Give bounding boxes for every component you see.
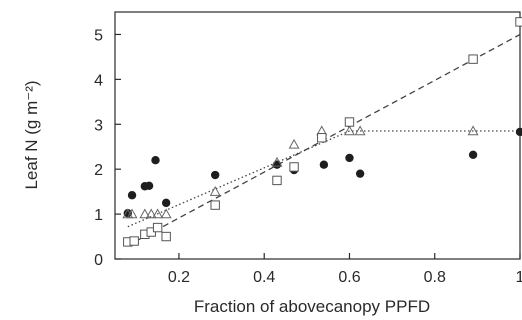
data-points (122, 17, 522, 247)
filled-circle-point (355, 169, 365, 178)
dotted-fit-line (127, 130, 520, 228)
open-triangle-point (209, 186, 221, 196)
y-tick-label: 4 (94, 72, 103, 89)
y-tick-label: 2 (94, 162, 103, 179)
y-tick-label: 0 (94, 252, 103, 269)
filled-circle-point (161, 198, 171, 208)
open-triangle-point (145, 208, 157, 219)
y-axis-title: Leaf N (g m⁻²) (22, 80, 41, 189)
x-axis-title: Fraction of abovecanopy PPFD (194, 297, 430, 316)
filled-circle-point (468, 150, 478, 160)
filled-circle-point (144, 181, 154, 190)
x-tick-label: 0.6 (338, 269, 360, 286)
open-triangle-point (288, 138, 300, 149)
filled-circle-point (210, 170, 220, 180)
open-square-point (515, 17, 522, 27)
filled-circle-point (272, 160, 282, 169)
open-square-point (210, 200, 220, 210)
filled-circle-point (515, 127, 522, 137)
axis-ticks: 0.2 0.4 0.6 0.8 1 0 1 2 3 4 5 (94, 27, 522, 286)
x-tick-label: 0.4 (253, 269, 275, 286)
open-triangle-point (344, 125, 355, 136)
open-triangle-point (467, 125, 479, 136)
open-triangle-point (354, 125, 366, 136)
x-tick-label: 1 (516, 269, 522, 286)
filled-circle-point (345, 153, 354, 163)
open-square-point (161, 231, 171, 242)
open-triangle-point (152, 208, 164, 219)
open-triangle-point (160, 208, 172, 219)
open-triangle-point (271, 156, 283, 167)
filled-circle-point (319, 160, 329, 169)
y-tick-label: 3 (94, 117, 103, 134)
open-square-point (468, 54, 478, 64)
open-square-point (317, 133, 327, 143)
open-square-point (272, 175, 282, 186)
x-tick-label: 0.2 (168, 269, 190, 286)
filled-circle-point (151, 156, 160, 165)
open-square-point (289, 162, 299, 172)
filled-circle-point (123, 208, 132, 218)
open-square-point (344, 117, 355, 127)
open-triangle-point (139, 208, 151, 219)
y-tick-label: 1 (94, 207, 103, 224)
filled-circle-point (127, 191, 137, 200)
open-triangle-point (126, 208, 138, 219)
open-square-point (152, 222, 163, 233)
open-square-point (129, 236, 139, 246)
x-tick-label: 0.8 (424, 269, 446, 286)
y-tick-label: 5 (94, 27, 103, 44)
